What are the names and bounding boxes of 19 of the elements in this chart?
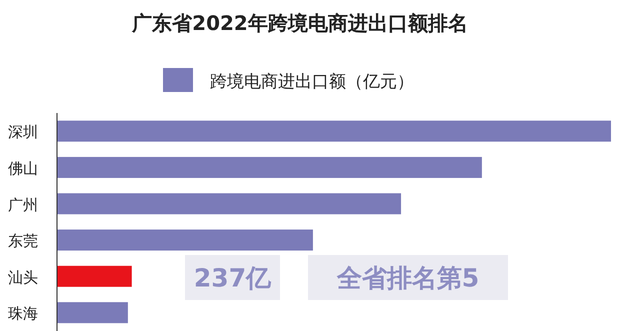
annotation: 全省排名第5 xyxy=(308,255,508,300)
annotation: 237亿 xyxy=(185,255,280,300)
bar xyxy=(57,230,313,251)
y-tick-label: 汕头 xyxy=(8,268,38,286)
bar xyxy=(57,302,128,324)
y-tick-label: 深圳 xyxy=(8,123,38,142)
y-tick-label: 佛山 xyxy=(8,159,38,178)
y-tick-label: 珠海 xyxy=(8,304,38,323)
legend: 跨境电商进出口额（亿元） xyxy=(163,68,414,92)
annotation: 全省排名第5 xyxy=(336,264,480,292)
bar xyxy=(57,120,611,142)
y-tick-label: 广州 xyxy=(8,196,38,214)
annotation: 237亿 xyxy=(194,264,272,292)
legend-label: 跨境电商进出口额（亿元） xyxy=(210,72,414,92)
bar xyxy=(57,156,482,178)
y-tick-label: 东莞 xyxy=(8,232,38,250)
chart-title: 广东省2022年跨境电商进出口额排名 xyxy=(131,11,468,35)
bar xyxy=(57,266,132,287)
bar xyxy=(57,193,402,214)
